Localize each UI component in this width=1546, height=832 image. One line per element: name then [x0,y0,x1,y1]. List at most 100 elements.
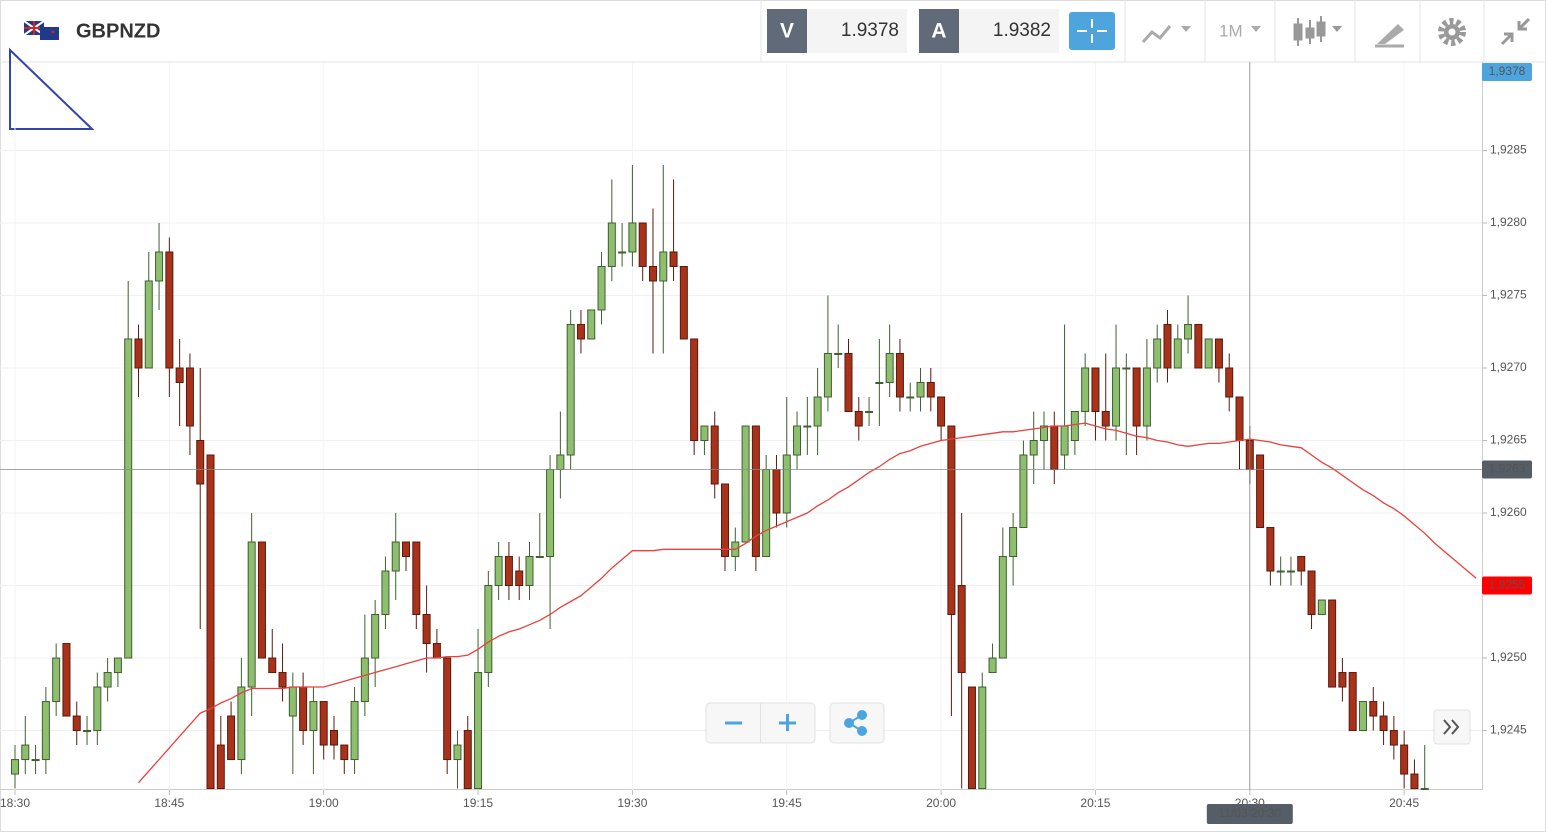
candle-body [299,686,308,732]
candle-body [813,396,822,427]
candle [875,338,884,426]
candle [1019,440,1028,529]
buy-label-box[interactable] [919,9,959,53]
candle-type-button[interactable] [1293,16,1342,46]
candle [1070,410,1079,456]
timeframe: 1M [1219,21,1243,40]
candle-body [1420,788,1429,790]
sell-label-box[interactable] [767,9,807,53]
candle-body [1122,367,1131,370]
candle [1009,513,1018,586]
candle-body [1153,338,1162,369]
candle-body [926,381,935,398]
candle [1400,730,1409,789]
y-tick-label: 1,9270 [1490,360,1527,374]
candle [895,338,904,412]
candle-body [875,381,884,384]
sell-box[interactable] [807,9,907,53]
candle [515,556,524,601]
candle-body [834,352,843,355]
candle [165,237,174,397]
collapse-button[interactable] [1500,17,1531,46]
flag-icon [23,20,59,40]
candle [340,744,349,775]
candle [823,295,832,412]
zoom-controls [705,702,1471,745]
candle [1040,411,1048,470]
candle-body [144,280,153,369]
candle [793,411,802,470]
settings-button[interactable] [1438,18,1466,46]
candle-body [371,614,380,659]
candle-body [1173,338,1182,369]
candle [1410,759,1419,790]
x-tick-label: 20:00 [926,796,956,810]
candle-body [669,251,678,267]
candle [227,701,236,761]
x-tick-label: 18:30 [0,796,30,810]
zoom-in-button[interactable] [779,714,796,731]
candle-body [1297,556,1306,572]
candle [113,657,122,688]
candle [1163,309,1172,383]
candle [257,541,266,659]
candle-body [1410,773,1419,790]
candle [1184,295,1193,354]
candle-body [988,657,997,674]
candle-body [957,585,966,674]
candle [957,513,966,789]
candle [525,542,534,601]
x-tick-label: 19:15 [463,796,493,810]
candle [412,541,421,630]
crosshair-button[interactable] [1069,12,1115,50]
candle-body [1266,527,1275,572]
candle [628,164,637,267]
candle-body [196,440,205,485]
drawn-triangle[interactable] [9,47,95,130]
candle-body [52,657,61,703]
candle-body [1184,323,1193,340]
timeframe-button[interactable]: 1M [1219,21,1261,40]
candle-body [350,701,359,761]
candle [1328,599,1337,688]
candle-body [535,556,544,559]
draw-tool-button[interactable] [1375,24,1404,48]
buy-box[interactable] [959,9,1059,53]
candle [1204,338,1213,369]
candle-body [504,556,513,587]
buy-label: A [931,20,946,43]
candle-body [700,425,709,442]
candle [751,425,760,572]
candle [1122,353,1131,456]
candle [576,309,585,354]
candle-body [422,614,431,645]
candle-body [1040,425,1048,442]
candle-body [432,643,441,659]
candle-body [381,570,390,616]
candle-body [1358,701,1367,732]
x-tick-label: 19:00 [309,796,339,810]
candle-body [155,251,164,282]
candle-body [41,701,50,761]
candle [268,629,277,674]
candle [175,338,184,426]
candle-body [1286,570,1295,573]
candle-body [453,744,462,761]
candle-body [1132,367,1141,427]
candle-body [710,425,719,485]
share-button[interactable] [829,702,885,744]
chart-type-button[interactable] [1141,25,1191,44]
scroll-right-button[interactable] [1433,709,1471,745]
candle-body [391,541,400,572]
candle-body [566,323,575,456]
candle-body [597,265,606,311]
x-tick-label: 18:45 [154,796,184,810]
candle-body [618,251,627,254]
candle-body [1400,744,1409,775]
candle [648,208,657,354]
candle-body [1235,396,1244,442]
candle [1132,367,1141,456]
candle-body [515,570,524,587]
candle [31,745,40,775]
